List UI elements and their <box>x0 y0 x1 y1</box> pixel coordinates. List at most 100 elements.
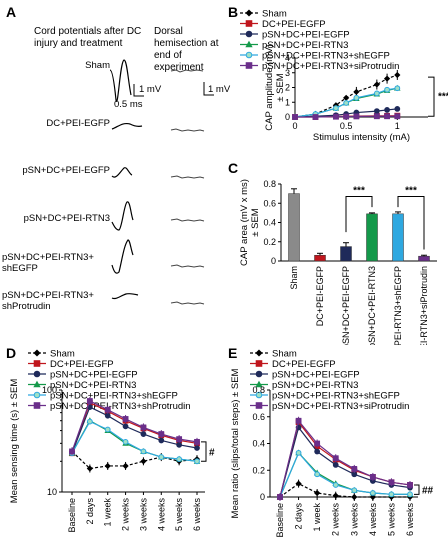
data-point <box>140 448 147 455</box>
legend-label: pSN+DC+PEI-RTN3 <box>262 40 348 51</box>
trace-shprot <box>111 292 139 300</box>
y-tick-label: 0.2 <box>252 465 265 475</box>
data-point <box>369 490 376 496</box>
row-label-sham: Sham <box>85 60 110 71</box>
hemi-trace-3 <box>170 175 205 179</box>
legend-label: pSN+DC+PEI-RTN3+shEGFP <box>262 51 390 62</box>
data-point <box>158 454 165 460</box>
scale-bar-mv-label-2: 1 mV <box>208 84 231 95</box>
y-tick-label: 2 <box>285 83 290 93</box>
trace-shegfp <box>111 239 134 274</box>
data-point <box>333 113 339 120</box>
significance-label: # <box>209 448 215 459</box>
panel-d-letter: D <box>6 345 17 361</box>
data-point <box>140 424 147 431</box>
legend-label: Sham <box>50 349 75 360</box>
x-tick-label: Baseline <box>67 498 77 533</box>
data-point <box>384 86 390 93</box>
legend-marker <box>255 370 263 378</box>
scale-bar-mv-label-1: 1 mV <box>139 84 162 95</box>
legend-marker <box>245 62 253 69</box>
data-point <box>104 462 111 470</box>
data-point <box>373 108 380 114</box>
data-point <box>176 441 183 448</box>
y-axis-label-2: ± SEM <box>250 208 261 237</box>
data-point <box>104 406 111 413</box>
bar <box>288 193 300 262</box>
data-point <box>194 458 200 465</box>
data-point <box>332 455 339 462</box>
legend-marker <box>245 30 253 38</box>
y-tick-label: 0.4 <box>263 218 276 228</box>
data-point <box>343 100 350 106</box>
x-tick-label: 5 weeks <box>174 498 184 532</box>
scale-bar-2 <box>203 82 214 96</box>
hemi-trace-1 <box>170 69 204 73</box>
legend-label: DC+PEI-EGFP <box>50 359 114 370</box>
legend-label: pSN+DC+PEI-RTN3+siProtrudin <box>272 401 409 412</box>
data-point <box>314 489 321 497</box>
series-line <box>71 401 198 454</box>
y-axis-label: Mean ratio (slips/total steps) ± SEM <box>230 368 241 518</box>
bar <box>418 255 430 262</box>
data-point <box>384 107 390 113</box>
panel-a-letter: A <box>6 4 17 20</box>
legend-label: pSN+DC+PEI-RTN3+shProtrudin <box>50 401 191 412</box>
data-point <box>373 113 380 120</box>
y-tick-label: 0 <box>271 256 276 266</box>
series-line <box>279 419 411 498</box>
significance-label: *** <box>438 91 448 102</box>
significance-bracket <box>428 76 435 117</box>
data-point <box>333 105 339 112</box>
data-point <box>388 479 395 486</box>
legend-label: pSN+DC+PEI-EGFP <box>262 30 350 41</box>
data-point <box>343 113 350 120</box>
data-point <box>394 71 401 79</box>
x-tick-label: 0 <box>292 121 297 131</box>
data-point <box>194 438 200 445</box>
x-tick-label: Sham <box>289 266 299 290</box>
bar <box>340 246 352 262</box>
data-point <box>314 471 321 478</box>
legend-marker <box>33 402 41 409</box>
significance-label: *** <box>353 186 365 197</box>
y-axis-label: CAP area (mV x ms) <box>239 179 250 266</box>
data-point <box>122 423 129 430</box>
data-point <box>388 491 395 498</box>
y-tick-label: 0.4 <box>252 439 265 449</box>
x-tick-label: 2 weeks <box>331 503 341 537</box>
series-line <box>279 451 410 498</box>
y-tick-label: 0.6 <box>263 198 276 208</box>
data-point <box>373 81 380 88</box>
panel-e-letter: E <box>228 345 238 361</box>
data-point <box>314 440 321 447</box>
data-point <box>86 398 93 404</box>
series-line <box>71 400 198 452</box>
data-point <box>312 114 319 120</box>
data-point <box>332 492 339 499</box>
data-point <box>353 113 360 120</box>
panel-b-chart: ShamDC+PEI-EGFPpSN+DC+PEI-EGFPpSN+DC+PEI… <box>240 9 448 143</box>
legend-label: Sham <box>272 349 297 360</box>
data-point <box>158 437 165 444</box>
y-tick-label: 0.8 <box>252 385 265 395</box>
x-tick-label: 2 weeks <box>121 498 131 532</box>
legend-marker <box>33 380 41 388</box>
data-point <box>407 491 413 498</box>
data-point <box>86 418 93 425</box>
x-tick-label: pSN+DC+PEI-RTN3+shEGFP <box>393 266 403 345</box>
data-point <box>104 412 111 419</box>
row-label-shegfp: pSN+DC+PEI-RTN3+ shEGFP <box>2 252 94 274</box>
panel-c-letter: C <box>228 160 239 176</box>
legend-marker <box>255 391 263 399</box>
legend-marker <box>33 360 41 367</box>
trace-dc-egfp <box>111 122 143 130</box>
y-tick-label: 0 <box>260 492 265 502</box>
legend-marker <box>245 9 253 17</box>
bar <box>392 213 404 262</box>
legend-marker <box>245 51 253 59</box>
data-point <box>158 431 165 437</box>
legend-marker <box>33 349 41 357</box>
y-tick-label: 0 <box>285 112 290 122</box>
data-point <box>292 114 298 120</box>
